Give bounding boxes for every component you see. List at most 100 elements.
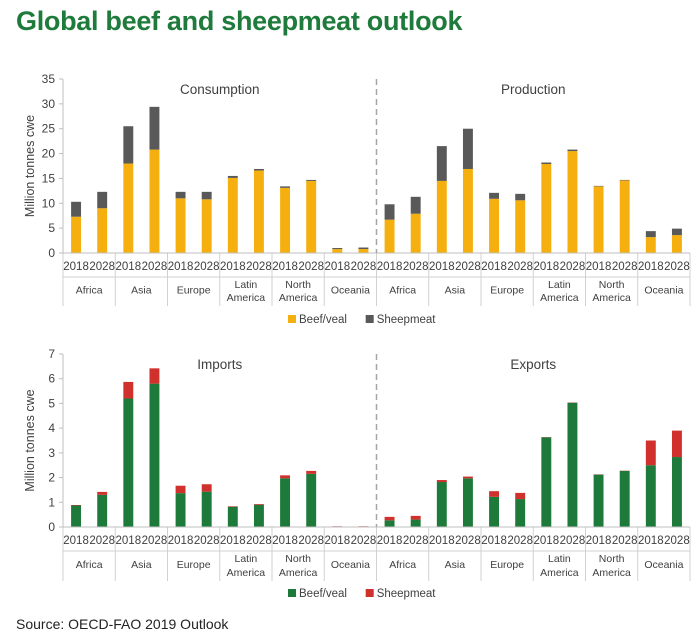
top-panel-title-0: Consumption <box>180 82 260 97</box>
bottom-bar-exports-sheep <box>671 430 682 458</box>
bottom-year-label: 2028 <box>246 535 272 547</box>
top-year-label: 2028 <box>194 261 220 273</box>
top-year-label: 2028 <box>560 261 586 273</box>
bottom-legend-label: Sheepmeat <box>377 588 437 600</box>
top-year-label: 2018 <box>272 261 298 273</box>
bottom-legend-swatch <box>288 589 296 597</box>
top-legend-label: Sheepmeat <box>377 314 437 326</box>
top-y-axis-label: Million tonnes cwe <box>23 115 37 217</box>
bottom-group-label: America <box>279 567 318 579</box>
top-bar-production-beef <box>593 186 604 253</box>
bottom-panel-title-1: Exports <box>510 357 556 372</box>
bottom-group-label: Oceania <box>331 559 370 571</box>
bottom-bar-exports-beef <box>567 402 578 527</box>
bottom-bar-exports-sheep <box>515 492 526 500</box>
top-group-label: Latin <box>234 279 257 291</box>
top-group-label: Asia <box>131 285 152 297</box>
bottom-y-tick-label: 7 <box>48 347 55 361</box>
top-bar-consumption-beef <box>280 187 291 253</box>
bottom-bar-imports-beef <box>97 494 108 527</box>
bottom-bar-exports-sheep <box>410 515 421 520</box>
top-y-tick-label: 25 <box>42 122 56 136</box>
bottom-year-label: 2028 <box>664 535 690 547</box>
top-year-label: 2028 <box>89 261 115 273</box>
bottom-year-label: 2028 <box>89 535 115 547</box>
bottom-bar-imports-beef <box>175 493 186 527</box>
top-year-label: 2018 <box>377 261 403 273</box>
top-legend-label: Beef/veal <box>299 314 347 326</box>
bottom-bar-exports-beef <box>671 457 682 527</box>
top-bar-production-beef <box>567 151 578 253</box>
top-bar-production-sheep <box>515 193 526 201</box>
top-bar-consumption-sheep <box>306 179 317 181</box>
bottom-bar-imports-beef <box>71 505 82 527</box>
bottom-bar-exports-sheep <box>489 491 500 497</box>
bottom-year-label: 2018 <box>534 535 560 547</box>
bottom-year-label: 2018 <box>63 535 89 547</box>
bottom-group-label: Oceania <box>644 559 683 571</box>
top-group-label: Latin <box>548 279 571 291</box>
bottom-y-axis-label: Million tonnes cwe <box>23 389 37 491</box>
bottom-bar-imports-beef <box>227 506 238 527</box>
bottom-group-label: Latin <box>234 553 257 565</box>
top-bar-consumption-beef <box>358 249 369 253</box>
top-year-label: 2018 <box>429 261 455 273</box>
top-legend-swatch <box>365 315 374 323</box>
top-year-label: 2018 <box>168 261 194 273</box>
top-bar-production-beef <box>515 200 526 253</box>
top-bar-consumption-sheep <box>175 191 186 199</box>
bottom-bar-imports-beef <box>149 383 160 527</box>
bottom-bar-exports-beef <box>515 499 526 527</box>
top-year-label: 2028 <box>142 261 168 273</box>
bottom-year-label: 2028 <box>298 535 324 547</box>
top-bar-consumption-beef <box>227 177 238 253</box>
top-bar-production-sheep <box>489 192 500 199</box>
top-y-tick-label: 15 <box>42 171 56 185</box>
bottom-bar-exports-sheep <box>436 480 447 483</box>
top-bar-consumption-beef <box>253 170 264 253</box>
top-bar-production-sheep <box>462 128 473 169</box>
bottom-year-label: 2018 <box>272 535 298 547</box>
bottom-y-tick-label: 0 <box>48 520 55 534</box>
top-year-label: 2018 <box>325 261 351 273</box>
bottom-year-label: 2018 <box>168 535 194 547</box>
bottom-bar-exports-beef <box>436 482 447 527</box>
source-note: Source: OECD-FAO 2019 Outlook <box>16 616 229 632</box>
top-year-label: 2018 <box>586 261 612 273</box>
top-bar-consumption-beef <box>201 199 212 253</box>
bottom-year-label: 2018 <box>586 535 612 547</box>
top-bar-production-sheep <box>645 231 656 238</box>
bottom-bar-exports-sheep <box>462 476 473 479</box>
top-year-label: 2028 <box>351 261 377 273</box>
top-bar-production-beef <box>489 198 500 253</box>
top-year-label: 2018 <box>116 261 142 273</box>
top-bar-production-sheep <box>410 196 421 214</box>
bottom-year-label: 2018 <box>116 535 142 547</box>
bottom-legend-swatch <box>365 589 374 597</box>
bottom-year-label: 2028 <box>403 535 429 547</box>
bottom-bar-exports-beef <box>384 520 395 527</box>
bottom-bar-imports-beef <box>253 504 264 527</box>
top-year-label: 2028 <box>246 261 272 273</box>
bottom-group-label: America <box>592 567 631 579</box>
top-y-tick-label: 20 <box>42 147 56 161</box>
top-group-label: Oceania <box>331 285 370 297</box>
top-bar-consumption-sheep <box>201 191 212 200</box>
bottom-year-label: 2028 <box>142 535 168 547</box>
bottom-bar-imports-sheep <box>201 484 212 492</box>
top-bar-production-sheep <box>541 162 552 165</box>
top-bar-consumption-sheep <box>149 106 160 150</box>
top-legend-swatch <box>288 315 296 323</box>
bottom-bar-exports-sheep <box>645 440 656 466</box>
bottom-bar-imports-beef <box>201 491 212 527</box>
bottom-year-label: 2018 <box>638 535 664 547</box>
top-bar-production-beef <box>619 180 630 253</box>
top-group-label: Africa <box>76 285 103 297</box>
bottom-y-tick-label: 5 <box>48 396 55 410</box>
bottom-year-label: 2028 <box>351 535 377 547</box>
top-bar-consumption-beef <box>175 198 186 253</box>
top-y-tick-label: 30 <box>42 97 56 111</box>
bottom-bar-exports-beef <box>645 465 656 527</box>
top-year-label: 2028 <box>507 261 533 273</box>
